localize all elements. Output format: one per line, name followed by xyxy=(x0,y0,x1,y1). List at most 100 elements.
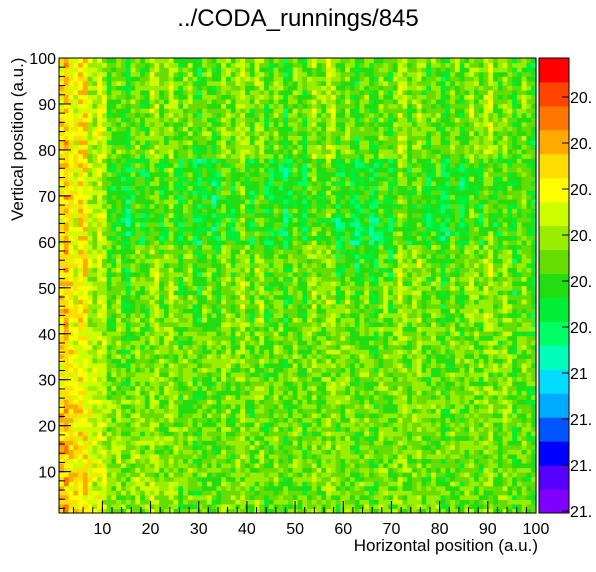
heatmap-cell xyxy=(426,458,432,464)
heatmap-cell xyxy=(426,440,432,446)
heatmap-cell xyxy=(278,485,284,491)
heatmap-cell xyxy=(154,294,160,300)
heatmap-cell xyxy=(101,476,108,482)
heatmap-cell xyxy=(116,344,122,350)
heatmap-cell xyxy=(206,481,213,487)
heatmap-cell xyxy=(230,494,237,500)
heatmap-cell xyxy=(87,462,93,469)
heatmap-cell xyxy=(411,326,418,332)
heatmap-cell xyxy=(206,285,213,291)
heatmap-cell xyxy=(397,435,404,441)
heatmap-cell xyxy=(497,408,504,414)
heatmap-cell xyxy=(402,494,408,500)
heatmap-cell xyxy=(154,403,160,409)
heatmap-cell xyxy=(435,312,442,318)
heatmap-cell xyxy=(521,394,528,400)
heatmap-cell xyxy=(440,381,446,387)
heatmap-cell xyxy=(459,449,466,455)
heatmap-cell xyxy=(178,390,184,396)
heatmap-cell xyxy=(183,376,189,382)
heatmap-cell xyxy=(459,371,466,378)
heatmap-cell xyxy=(359,467,365,473)
heatmap-cell xyxy=(349,294,356,300)
heatmap-cell xyxy=(345,367,351,373)
heatmap-cell xyxy=(273,385,280,391)
heatmap-cell xyxy=(73,403,79,409)
heatmap-cell xyxy=(426,353,432,359)
heatmap-cell xyxy=(411,485,418,491)
heatmap-cell xyxy=(144,312,151,318)
heatmap-cell xyxy=(144,499,151,505)
heatmap-cell xyxy=(125,317,132,323)
heatmap-cell xyxy=(125,321,132,328)
heatmap-cell xyxy=(183,340,189,346)
heatmap-cell xyxy=(163,394,170,400)
heatmap-cell xyxy=(216,449,222,455)
heatmap-cell xyxy=(63,367,70,373)
heatmap-cell xyxy=(116,453,122,459)
heatmap-cell xyxy=(73,412,79,419)
heatmap-cell xyxy=(469,349,475,355)
heatmap-cell xyxy=(297,508,303,514)
heatmap-cell xyxy=(388,426,394,432)
heatmap-cell xyxy=(192,458,198,464)
heatmap-cell xyxy=(297,449,303,455)
heatmap-cell xyxy=(287,340,294,346)
heatmap-cell xyxy=(183,499,189,505)
heatmap-cell xyxy=(259,412,265,419)
heatmap-cell xyxy=(464,412,470,419)
heatmap-cell xyxy=(478,367,485,373)
heatmap-cell xyxy=(378,408,384,414)
heatmap-cell xyxy=(340,285,346,291)
heatmap-cell xyxy=(254,399,260,405)
heatmap-cell xyxy=(364,308,370,314)
heatmap-cell xyxy=(278,399,284,405)
heatmap-cell xyxy=(369,335,375,341)
heatmap-cell xyxy=(392,299,399,305)
heatmap-cell xyxy=(82,321,89,328)
heatmap-cell xyxy=(130,444,136,450)
heatmap-cell xyxy=(516,458,523,464)
heatmap-cell xyxy=(416,508,423,514)
heatmap-cell xyxy=(469,381,475,387)
heatmap-cell xyxy=(249,376,256,382)
heatmap-cell xyxy=(259,458,265,464)
heatmap-cell xyxy=(407,376,413,382)
heatmap-cell xyxy=(459,390,466,396)
heatmap-cell xyxy=(302,444,308,450)
heatmap-cell xyxy=(240,449,246,455)
heatmap-cell xyxy=(211,312,218,318)
heatmap-cell xyxy=(354,358,361,364)
heatmap-cell xyxy=(435,371,442,378)
heatmap-cell xyxy=(450,426,456,432)
heatmap-cell xyxy=(121,385,127,391)
heatmap-cell xyxy=(121,312,127,318)
heatmap-cell xyxy=(383,385,389,391)
heatmap-cell xyxy=(330,462,337,469)
heatmap-cell xyxy=(163,358,170,364)
heatmap-cell xyxy=(478,335,485,341)
heatmap-cell xyxy=(59,326,65,332)
heatmap-cell xyxy=(464,440,470,446)
heatmap-cell xyxy=(388,440,394,446)
heatmap-cell xyxy=(106,399,113,405)
heatmap-cell xyxy=(421,285,427,291)
heatmap-cell xyxy=(259,503,265,510)
heatmap-cell xyxy=(135,358,141,364)
heatmap-cell xyxy=(116,317,122,323)
heatmap-cell xyxy=(307,312,313,318)
heatmap-cell xyxy=(249,321,256,328)
heatmap-cell xyxy=(287,485,294,491)
heatmap-cell xyxy=(454,308,461,314)
heatmap-cell xyxy=(273,326,280,332)
heatmap-cell xyxy=(211,349,218,355)
heatmap-cell xyxy=(335,499,342,505)
heatmap-cell xyxy=(531,376,537,382)
heatmap-cell xyxy=(497,326,504,332)
heatmap-cell xyxy=(369,476,375,482)
heatmap-cell xyxy=(163,299,170,305)
heatmap-cell xyxy=(397,362,404,368)
heatmap-cell xyxy=(340,344,346,350)
heatmap-cell xyxy=(373,290,380,296)
heatmap-cell xyxy=(78,390,84,396)
